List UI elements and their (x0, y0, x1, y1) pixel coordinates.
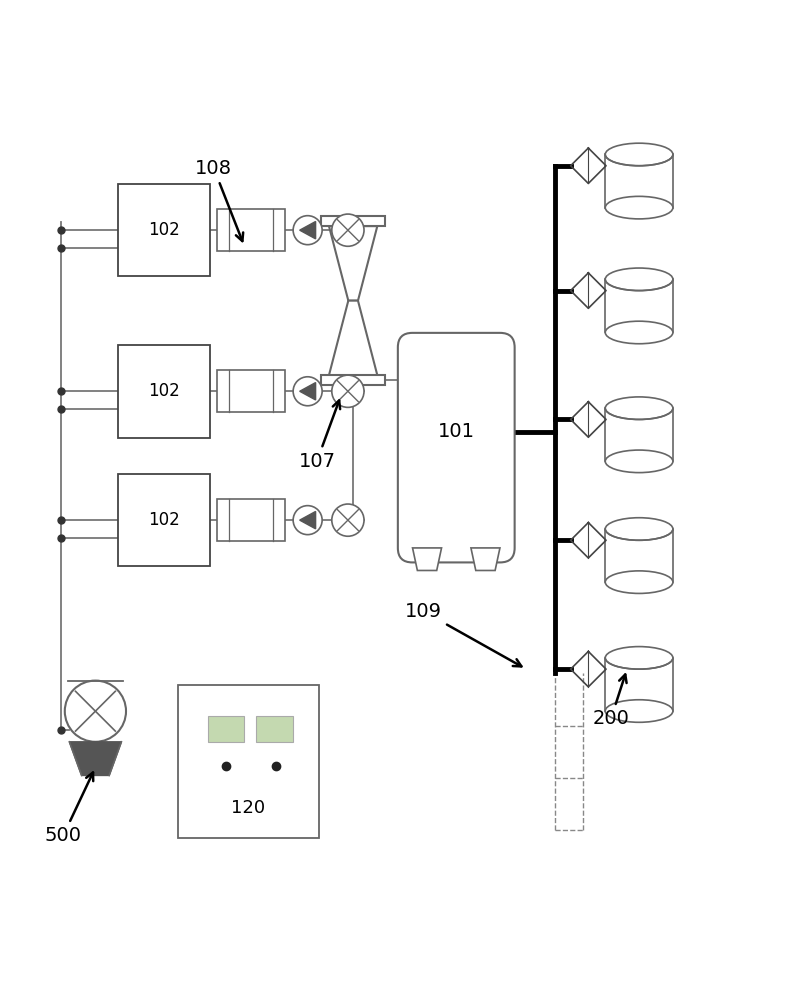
Circle shape (332, 375, 364, 407)
Bar (605, 408, 673, 461)
Circle shape (332, 504, 364, 536)
Polygon shape (471, 548, 500, 570)
Ellipse shape (605, 196, 673, 219)
Circle shape (293, 216, 322, 245)
Ellipse shape (605, 450, 673, 473)
Circle shape (293, 377, 322, 406)
Ellipse shape (605, 647, 673, 669)
Ellipse shape (605, 571, 673, 593)
Polygon shape (413, 548, 441, 570)
Text: 102: 102 (148, 511, 180, 529)
Text: 120: 120 (231, 799, 265, 817)
Text: 109: 109 (405, 602, 521, 666)
Polygon shape (321, 375, 385, 385)
Bar (118, 474, 210, 566)
Ellipse shape (605, 268, 673, 291)
Polygon shape (329, 226, 377, 301)
Polygon shape (321, 216, 385, 226)
Text: 102: 102 (148, 221, 180, 239)
Text: 107: 107 (298, 401, 340, 471)
Ellipse shape (605, 143, 673, 166)
Circle shape (293, 506, 322, 535)
Bar (256, 716, 293, 742)
Text: 102: 102 (148, 382, 180, 400)
Ellipse shape (605, 518, 673, 540)
Bar (605, 154, 673, 208)
Circle shape (65, 681, 126, 742)
Polygon shape (300, 511, 315, 529)
Ellipse shape (605, 321, 673, 344)
Polygon shape (300, 221, 315, 239)
Polygon shape (70, 742, 122, 775)
Ellipse shape (605, 397, 673, 419)
Bar (118, 345, 210, 438)
Bar (178, 685, 319, 838)
Text: 200: 200 (593, 674, 629, 728)
Bar (217, 209, 285, 251)
Ellipse shape (605, 700, 673, 722)
Polygon shape (329, 301, 377, 375)
Text: 108: 108 (195, 159, 243, 241)
Bar (605, 529, 673, 582)
Circle shape (332, 214, 364, 246)
Bar (208, 716, 244, 742)
Bar (217, 499, 285, 541)
FancyBboxPatch shape (398, 333, 515, 562)
Text: 101: 101 (438, 422, 474, 441)
Bar (605, 279, 673, 332)
Bar (605, 658, 673, 711)
Bar (118, 184, 210, 276)
Text: 500: 500 (45, 772, 93, 845)
Polygon shape (300, 383, 315, 400)
Bar (217, 370, 285, 412)
